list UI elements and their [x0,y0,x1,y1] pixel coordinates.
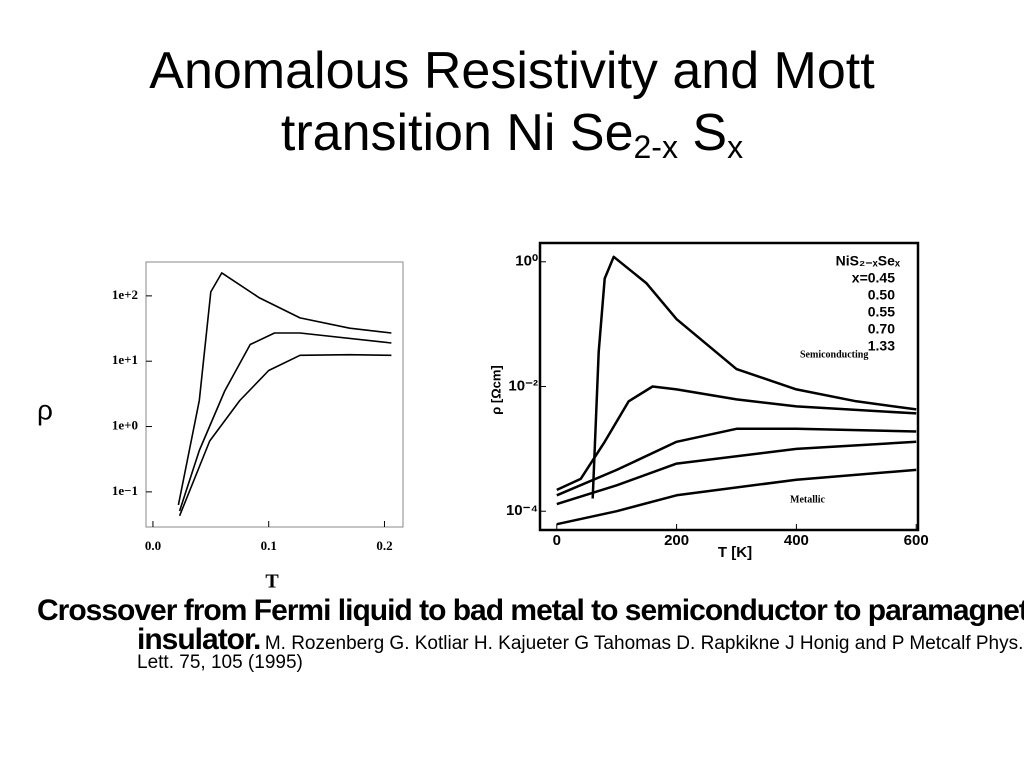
y-axis-label: ρ [Ωcm] [488,365,503,415]
y-tick-label: 1e+0 [112,418,138,433]
y-tick-label: 1e−1 [112,483,138,498]
series-line [178,353,392,517]
plot-frame [145,261,404,528]
y-tick-label: 10⁰ [515,253,538,270]
x-tick-label: 0 [553,532,561,549]
legend-entry: 0.50 [868,287,895,303]
legend-entry: x=0.45 [852,270,895,286]
series-line [556,440,917,506]
y-tick-label: 1e+2 [112,287,138,302]
title-subscript: 2-x [633,129,678,165]
slide-title: Anomalous Resistivity and Mott transitio… [62,40,962,164]
title-text: S [677,104,728,162]
legend-entry: 0.70 [868,321,895,337]
x-tick-label: 200 [664,532,689,549]
legend-title: NiS₂₋ₓSeₓ [836,253,901,269]
x-tick-label: 400 [784,532,809,549]
title-subscript: x [727,129,744,165]
x-tick-label: 0.2 [376,538,392,553]
caption: Crossover from Fermi liquid to bad metal… [37,594,1024,673]
y-tick-label: 10⁻² [508,377,538,394]
x-tick-label: 600 [904,532,929,549]
caption-bold: Crossover from Fermi liquid to bad metal… [37,594,1024,656]
series-line [556,385,917,492]
legend-entry: 0.55 [868,304,895,320]
series-line [556,427,917,497]
series-line [591,255,917,499]
series-line [556,468,917,526]
x-tick-label: 0.1 [261,538,277,553]
series-line [177,272,392,506]
y-axis-label: ρ [37,394,53,425]
series-line [178,332,392,512]
title-text: Anomalous Resistivity and Mott transitio… [149,42,875,162]
y-tick-label: 10⁻⁴ [506,502,538,519]
citation: M. Rozenberg G. Kotliar H. Kajueter G Ta… [137,632,1024,673]
annotation: Metallic [790,494,826,505]
legend-entry: 1.33 [868,338,895,354]
x-axis-label: T [K] [718,544,752,561]
annotation: Semiconducting [800,349,868,360]
x-tick-label: 0.0 [145,538,161,553]
y-tick-label: 1e+1 [112,352,138,367]
x-axis-label: T [265,571,279,593]
